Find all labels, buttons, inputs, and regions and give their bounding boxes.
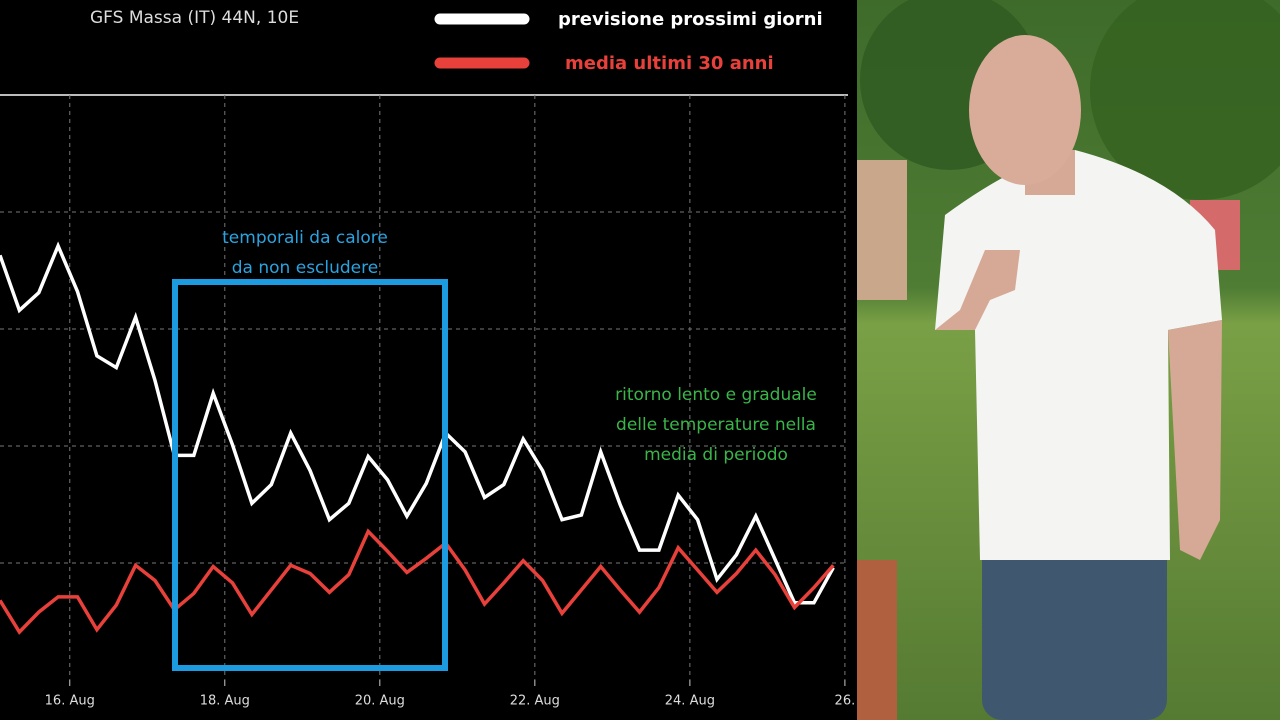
annotation: ritorno lento e graduale xyxy=(615,385,817,405)
annotation: media di periodo xyxy=(644,445,788,465)
x-tick-label: 16. Aug xyxy=(45,694,95,709)
x-tick-label: 24. Aug xyxy=(665,694,715,709)
x-tick-label: 22. Aug xyxy=(510,694,560,709)
legend-label: media ultimi 30 anni xyxy=(565,53,774,74)
series-line xyxy=(0,241,835,605)
annotation: delle temperature nella xyxy=(616,415,816,435)
chart-background xyxy=(0,0,857,720)
annotation: da non escludere xyxy=(232,258,378,278)
x-tick-label: 18. Aug xyxy=(200,694,250,709)
legend-label: previsione prossimi giorni xyxy=(558,9,823,30)
series-line xyxy=(0,528,835,635)
photo xyxy=(857,0,1280,720)
x-tick-label: 20. Aug xyxy=(355,694,405,709)
chart-title: GFS Massa (IT) 44N, 10E xyxy=(90,8,299,28)
x-tick-label: 26. xyxy=(835,694,856,709)
highlight-box xyxy=(172,279,448,671)
annotation: temporali da calore xyxy=(222,228,388,248)
